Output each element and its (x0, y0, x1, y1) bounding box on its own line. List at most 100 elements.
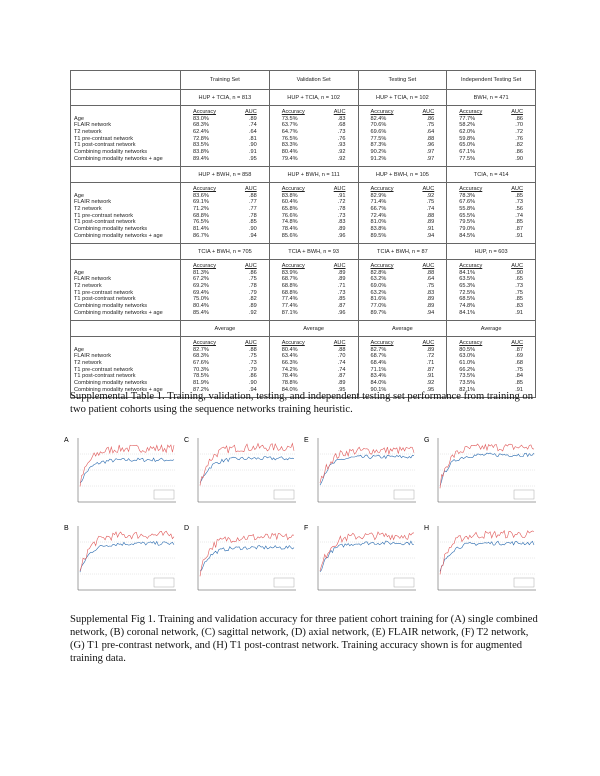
metric-header: AUC (244, 186, 257, 192)
accuracy-value: 81.9% (193, 380, 209, 387)
auc-value: .94 (426, 232, 435, 239)
auc-value: .91 (515, 309, 523, 316)
accuracy-value: 79.0% (459, 226, 476, 233)
auc-value: .85 (515, 296, 523, 303)
panel-label: D (184, 525, 189, 532)
accuracy-value: 68.4% (370, 360, 387, 367)
value-row: 83.4% .91 (371, 373, 435, 380)
accuracy-value: 67.6% (459, 199, 476, 206)
spacer (74, 109, 180, 116)
accuracy-value: 80.5% (459, 346, 476, 353)
value-row: 70.6% .75 (371, 122, 435, 129)
auc-value: .86 (515, 149, 523, 156)
auc-value: .75 (426, 199, 435, 206)
set-cell: Accuracy AUC 81.3% .86 67.2% .75 69.2% .78 69.4%… (180, 259, 270, 321)
auc-value: .77 (248, 206, 257, 213)
accuracy-value: 72.4% (370, 212, 387, 219)
auc-value: .73 (337, 129, 346, 136)
value-row: 76.6% .73 (282, 213, 346, 220)
accuracy-value: 89.4% (193, 155, 209, 162)
row-label: Combining modality networks (74, 226, 148, 233)
metric-header-row: Accuracy AUC (371, 186, 435, 193)
value-row: 85.6% .96 (282, 233, 346, 240)
value-row: 81.0% .89 (371, 219, 435, 226)
accuracy-value: 63.5% (459, 276, 476, 283)
auc-value: .71 (337, 283, 346, 290)
accuracy-value: 82.8% (370, 269, 387, 276)
panel-label: B (64, 525, 69, 532)
results-table: Training Set Validation Set Testing Set Ind… (70, 70, 536, 398)
metric-header-row: Accuracy AUC (282, 263, 346, 270)
accuracy-value: 77.7% (459, 115, 476, 122)
accuracy-value: 69.2% (193, 283, 209, 290)
accuracy-value: 71.4% (370, 199, 387, 206)
value-row: 60.4% .72 (282, 199, 346, 206)
auc-value: .91 (426, 226, 435, 233)
auc-value: .83 (515, 303, 523, 310)
cohort-header: Average (446, 320, 536, 337)
set-cell: Accuracy AUC 83.9% .89 68.7% .89 68.8% .71 68.8%… (268, 259, 359, 321)
row-label: Age (74, 269, 84, 276)
value-row: 71.4% .75 (371, 199, 435, 206)
auc-value: .88 (337, 346, 346, 353)
curve (319, 540, 414, 573)
value-row: 75.0% .82 (193, 296, 257, 303)
accuracy-value: 76.6% (281, 212, 298, 219)
value-row: 65.5% .74 (459, 213, 523, 220)
curve (79, 444, 175, 487)
cohort-header: HUP + BWH, n = 105 (357, 166, 448, 183)
accuracy-value: 68.3% (193, 353, 209, 360)
auc-value: .92 (337, 149, 346, 156)
accuracy-value: 65.0% (459, 142, 476, 149)
metric-header: AUC (422, 109, 435, 115)
auc-value: .88 (248, 346, 257, 353)
value-row: 82.9% .92 (371, 193, 435, 200)
auc-value: .89 (337, 226, 346, 233)
auc-value: .87 (337, 303, 346, 310)
legend-box (393, 577, 415, 588)
metric-header: AUC (333, 109, 346, 115)
metric-header: AUC (333, 186, 346, 192)
value-row: 90.2% .97 (371, 149, 435, 156)
auc-value: .86 (515, 115, 523, 122)
legend-box (153, 489, 175, 500)
value-row: 68.8% .73 (282, 290, 346, 297)
set-cell: Accuracy AUC 82.7% .89 68.7% .72 68.4% .71 71.1%… (357, 336, 448, 398)
auc-value: .70 (515, 122, 523, 129)
auc-value: .77 (248, 199, 257, 206)
value-row: 79.0% .87 (459, 226, 523, 233)
value-row: 80.4% .89 (193, 303, 257, 310)
set-cell: Accuracy AUC 77.7% .86 58.2% .70 62.0% .72 59.8%… (446, 105, 536, 167)
legend-box (273, 489, 295, 500)
row-label: Combining modality networks + age (74, 232, 163, 239)
curve (79, 540, 175, 573)
accuracy-value: 80.4% (193, 303, 209, 310)
value-row: 83.5% .90 (193, 142, 257, 149)
auc-value: .89 (426, 296, 435, 303)
panel-label: H (424, 525, 429, 532)
accuracy-value: 74.8% (459, 303, 476, 310)
value-row: 85.4% .92 (193, 310, 257, 317)
row-label: FLAIR network (74, 199, 111, 206)
auc-value: .64 (426, 276, 435, 283)
value-row: 82.4% .86 (371, 116, 435, 123)
metric-header: Accuracy (193, 340, 217, 346)
accuracy-value: 81.0% (370, 219, 387, 226)
auc-value: .95 (248, 155, 257, 162)
value-row: 65.3% .73 (459, 283, 523, 290)
value-row: 67.6% .73 (193, 360, 257, 367)
metric-header: AUC (511, 109, 523, 115)
value-row: 78.3% .85 (459, 193, 523, 200)
value-row: 66.3% .74 (282, 360, 346, 367)
value-row: 87.1% .96 (282, 310, 346, 317)
metric-header-row: Accuracy AUC (193, 109, 257, 116)
legend-box (513, 489, 535, 500)
accuracy-value: 74.8% (281, 219, 298, 226)
accuracy-value: 71.1% (370, 366, 387, 373)
row-labels: Age FLAIR network T2 network T1 pre-contras… (70, 259, 181, 321)
row-label: Combining modality networks (74, 303, 148, 310)
auc-value: .76 (515, 135, 523, 142)
figure: A C E G B D F H (64, 437, 536, 591)
auc-value: .89 (248, 115, 257, 122)
row-label: Combining modality networks (74, 149, 148, 156)
